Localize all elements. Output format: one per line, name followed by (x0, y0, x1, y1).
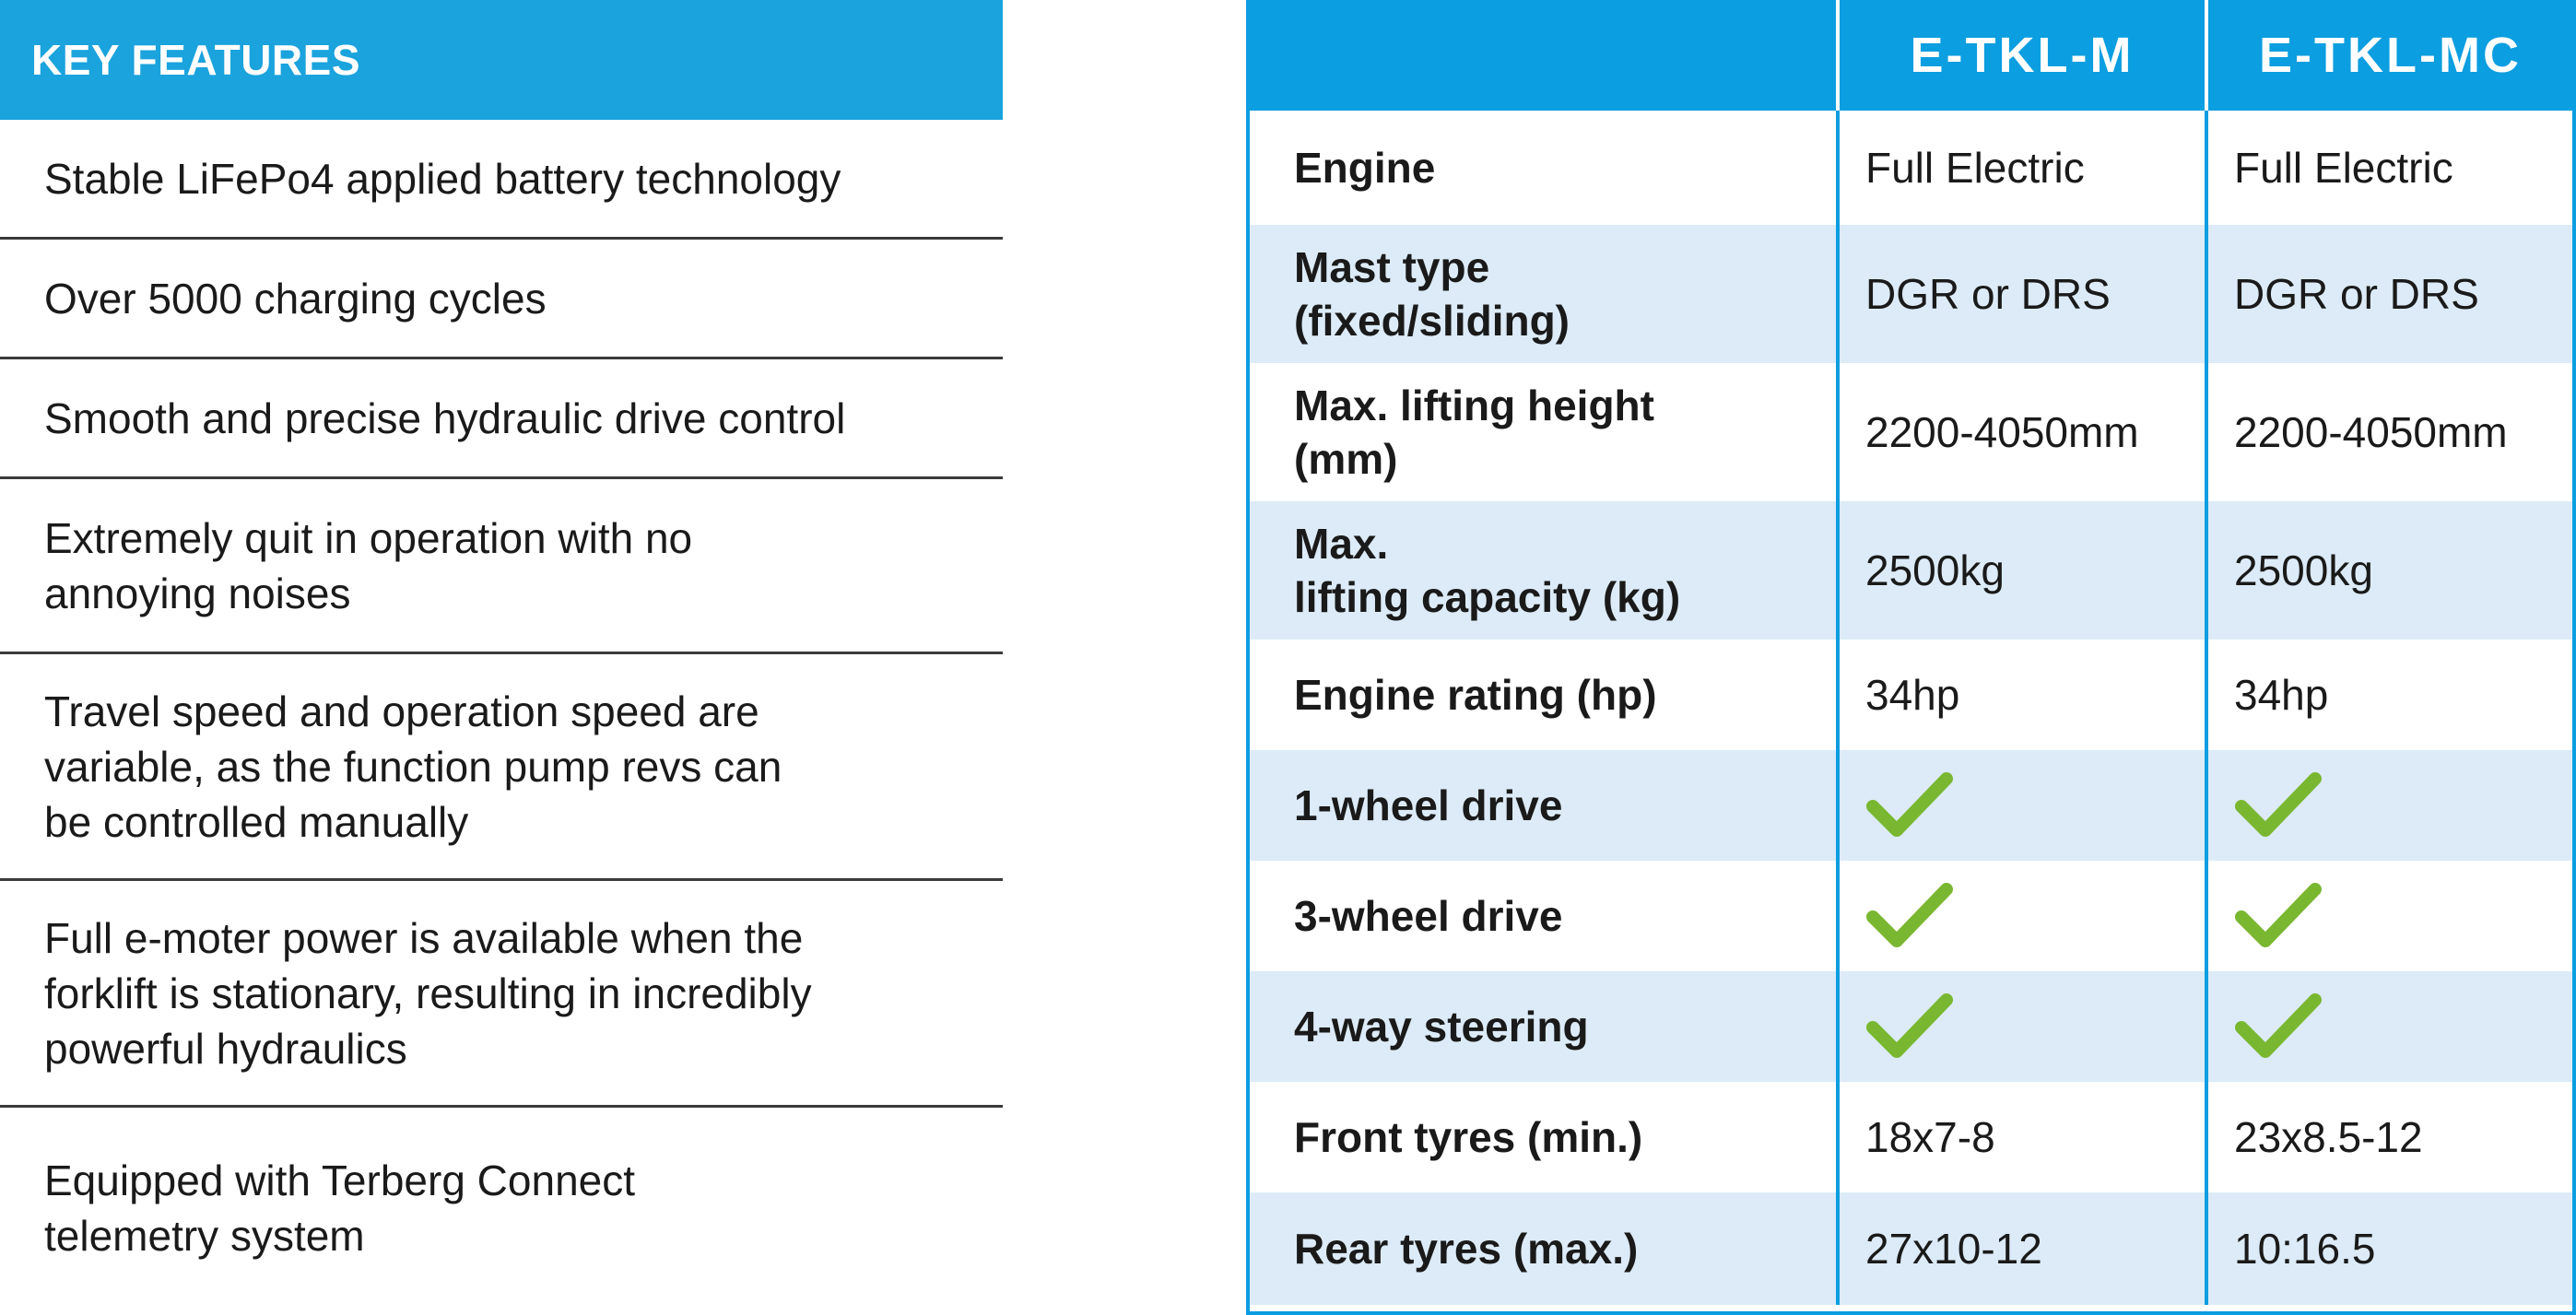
check-icon (1866, 993, 1953, 1058)
key-features-title: KEY FEATURES (0, 0, 1003, 120)
feature-item: Extremely quit in operation with no annoy… (0, 479, 1003, 654)
spec-label-line: (mm) (1294, 435, 1398, 483)
feature-line: be controlled manually (44, 797, 469, 846)
spec-value-e-tkl-mc: Full Electric (2205, 111, 2572, 225)
feature-line: Smooth and precise hydraulic drive contr… (44, 393, 846, 442)
feature-text: Stable LiFePo4 applied battery technolog… (44, 151, 841, 206)
check-icon (1866, 772, 1953, 837)
check-icon (1866, 883, 1953, 947)
spec-label-line: 3-wheel drive (1294, 892, 1563, 940)
spec-label-line: Mast type (1294, 243, 1490, 291)
spec-label: Engine (1250, 111, 1836, 225)
spec-label-line: Max. lifting height (1294, 382, 1654, 429)
spec-value-e-tkl-m: DGR or DRS (1836, 225, 2205, 363)
spec-value-e-tkl-m: 18x7-8 (1836, 1082, 2205, 1192)
feature-line: Full e-moter power is available when the (44, 913, 804, 962)
header-e-tkl-mc: E-TKL-MC (2205, 0, 2572, 111)
spec-value-e-tkl-m: 34hp (1836, 640, 2205, 750)
feature-item: Equipped with Terberg Connect telemetry s… (0, 1108, 1003, 1309)
key-features-list: Stable LiFePo4 applied battery technolog… (0, 120, 1003, 1309)
spec-label-line: Engine (1294, 144, 1436, 192)
feature-item: Full e-moter power is available when the… (0, 881, 1003, 1108)
spec-value-e-tkl-mc: 2500kg (2205, 501, 2572, 640)
spec-value-e-tkl-mc: 10:16.5 (2205, 1192, 2572, 1305)
feature-text: Equipped with Terberg Connect telemetry s… (44, 1153, 635, 1263)
spec-row: Engine rating (hp) 34hp 34hp (1250, 640, 2572, 750)
spec-label-line: 1-wheel drive (1294, 781, 1563, 829)
feature-line: telemetry system (44, 1212, 365, 1260)
spec-row: Rear tyres (max.) 27x10-12 10:16.5 (1250, 1192, 2572, 1305)
spec-label: 4-way steering (1250, 971, 1836, 1082)
check-icon (2235, 883, 2322, 947)
spec-row: Mast type (fixed/sliding) DGR or DRS DGR or… (1250, 225, 2572, 363)
feature-item: Stable LiFePo4 applied battery technolog… (0, 120, 1003, 240)
spec-label-line: lifting capacity (kg) (1294, 573, 1681, 621)
spec-value-e-tkl-m: 2200-4050mm (1836, 363, 2205, 501)
spec-value-e-tkl-mc: 34hp (2205, 640, 2572, 750)
spec-table-header: E-TKL-M E-TKL-MC (1250, 0, 2572, 111)
spec-label-line: Max. (1294, 520, 1389, 568)
feature-line: variable, as the function pump revs can (44, 742, 782, 791)
spec-label: 3-wheel drive (1250, 861, 1836, 971)
feature-text: Smooth and precise hydraulic drive contr… (44, 391, 845, 446)
spec-row: Max. lifting height (mm) 2200-4050mm 2200-4… (1250, 363, 2572, 501)
feature-item: Smooth and precise hydraulic drive contr… (0, 359, 1003, 479)
key-features-panel: KEY FEATURES Stable LiFePo4 applied batt… (0, 0, 1003, 1309)
spec-label-line: 4-way steering (1294, 1003, 1589, 1051)
feature-item: Travel speed and operation speed are vari… (0, 654, 1003, 881)
spec-value-e-tkl-mc: 23x8.5-12 (2205, 1082, 2572, 1192)
spec-value-e-tkl-mc: 2200-4050mm (2205, 363, 2572, 501)
spec-value-e-tkl-m: Full Electric (1836, 111, 2205, 225)
spec-label: Rear tyres (max.) (1250, 1192, 1836, 1305)
spec-value-e-tkl-m (1836, 971, 2205, 1082)
spec-row: 4-way steering (1250, 971, 2572, 1082)
spec-table: E-TKL-M E-TKL-MC Engine Full Electric Full… (1246, 0, 2576, 1315)
feature-line: Extremely quit in operation with no (44, 513, 693, 562)
spec-label: Front tyres (min.) (1250, 1082, 1836, 1192)
header-e-tkl-m: E-TKL-M (1836, 0, 2205, 111)
feature-item: Over 5000 charging cycles (0, 240, 1003, 359)
spec-label: Max. lifting capacity (kg) (1250, 501, 1836, 640)
feature-line: powerful hydraulics (44, 1024, 407, 1073)
feature-line: Equipped with Terberg Connect (44, 1156, 636, 1204)
spec-label-line: Engine rating (hp) (1294, 671, 1657, 719)
feature-text: Travel speed and operation speed are vari… (44, 684, 782, 850)
spec-value-e-tkl-m (1836, 861, 2205, 971)
spec-value-e-tkl-mc (2205, 861, 2572, 971)
spec-value-e-tkl-m (1836, 750, 2205, 861)
spec-value-e-tkl-mc (2205, 750, 2572, 861)
spec-label-line: Rear tyres (max.) (1294, 1225, 1639, 1273)
spec-label: Max. lifting height (mm) (1250, 363, 1836, 501)
spec-row: 1-wheel drive (1250, 750, 2572, 861)
feature-line: Travel speed and operation speed are (44, 687, 759, 735)
spec-value-e-tkl-m: 2500kg (1836, 501, 2205, 640)
spec-value-e-tkl-m: 27x10-12 (1836, 1192, 2205, 1305)
check-icon (2235, 772, 2322, 837)
feature-text: Full e-moter power is available when the… (44, 910, 812, 1076)
check-icon (2235, 993, 2322, 1058)
spec-label: Mast type (fixed/sliding) (1250, 225, 1836, 363)
spec-label: 1-wheel drive (1250, 750, 1836, 861)
feature-line: Over 5000 charging cycles (44, 274, 547, 323)
spec-row: 3-wheel drive (1250, 861, 2572, 971)
spec-table-body: Engine Full Electric Full Electric Mast typ… (1250, 111, 2572, 1305)
spec-row: Engine Full Electric Full Electric (1250, 111, 2572, 225)
spec-label: Engine rating (hp) (1250, 640, 1836, 750)
spec-label-line: Front tyres (min.) (1294, 1113, 1643, 1161)
feature-line: forklift is stationary, resulting in inc… (44, 969, 812, 1017)
feature-line: annoying noises (44, 569, 351, 617)
feature-line: Stable LiFePo4 applied battery technolog… (44, 154, 841, 203)
spec-label-line: (fixed/sliding) (1294, 297, 1570, 345)
spec-value-e-tkl-mc: DGR or DRS (2205, 225, 2572, 363)
spec-row: Front tyres (min.) 18x7-8 23x8.5-12 (1250, 1082, 2572, 1192)
spec-value-e-tkl-mc (2205, 971, 2572, 1082)
feature-text: Over 5000 charging cycles (44, 271, 547, 326)
spec-row: Max. lifting capacity (kg) 2500kg 2500kg (1250, 501, 2572, 640)
feature-text: Extremely quit in operation with no annoy… (44, 511, 692, 621)
header-empty-cell (1250, 0, 1836, 111)
